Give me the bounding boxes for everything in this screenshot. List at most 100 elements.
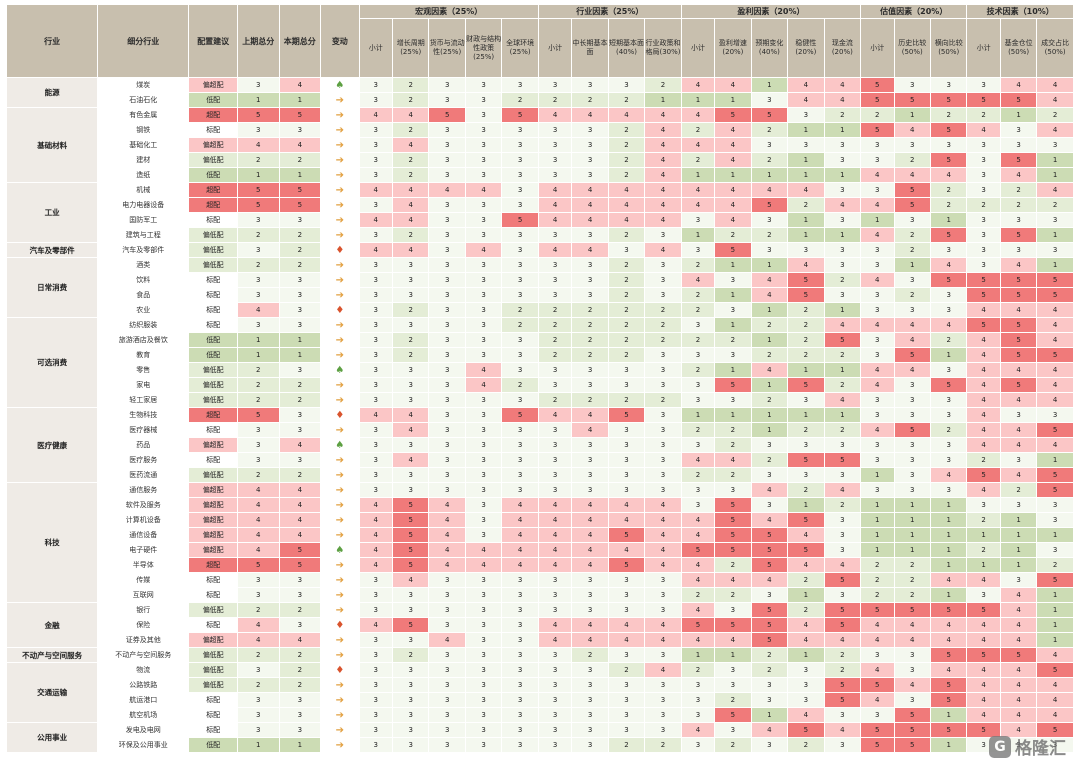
score-cell: 3 xyxy=(571,287,609,303)
score-cell: 5 xyxy=(391,527,430,543)
score-cell: 4 xyxy=(644,242,682,258)
score-cell: 1 xyxy=(929,512,968,528)
score-cell: 3 xyxy=(501,77,539,93)
sub-industry-cell: 基础化工 xyxy=(97,137,190,153)
prev-total-cell: 2 xyxy=(237,647,280,663)
score-cell: 3 xyxy=(501,707,539,723)
score-cell: 4 xyxy=(607,542,646,558)
table-row: 航运港口 标配 3 3 ➔ 3 3 3 3 3 3 3 3 3 3 2 3 3 5 4 3 5 4 4 4 xyxy=(7,692,1074,708)
score-cell: 3 xyxy=(391,737,430,753)
score-cell: 4 xyxy=(680,272,716,288)
score-cell: 5 xyxy=(929,92,968,108)
score-cell: 2 xyxy=(391,302,430,318)
score-cell: 2 xyxy=(680,362,716,378)
score-cell: 4 xyxy=(823,632,862,648)
prev-total-cell: 3 xyxy=(237,242,280,258)
score-cell: 3 xyxy=(607,677,646,693)
score-cell: 3 xyxy=(1036,242,1074,258)
prev-total-cell: 4 xyxy=(237,632,280,648)
prev-total-cell: 3 xyxy=(237,77,280,93)
score-cell: 2 xyxy=(607,392,646,408)
score-cell: 5 xyxy=(1036,662,1074,678)
score-cell: 5 xyxy=(787,512,825,528)
curr-total-cell: 3 xyxy=(278,707,322,723)
score-cell: 5 xyxy=(823,452,862,468)
score-cell: 2 xyxy=(680,287,716,303)
score-cell: 3 xyxy=(966,77,1001,93)
recommendation-cell: 偏低配 xyxy=(188,392,238,408)
score-cell: 4 xyxy=(823,482,862,498)
sub-industry-cell: 食品 xyxy=(97,287,190,303)
score-cell: 4 xyxy=(714,632,752,648)
score-cell: 3 xyxy=(428,137,466,153)
score-cell: 2 xyxy=(750,452,789,468)
score-cell: 3 xyxy=(607,437,646,453)
recommendation-cell: 偏超配 xyxy=(188,137,238,153)
score-cell: 3 xyxy=(501,242,539,258)
score-cell: 4 xyxy=(1036,692,1074,708)
table-row: 航空机场 标配 3 3 ➔ 3 3 3 3 3 3 3 3 3 3 5 1 4 3 3 5 1 4 4 4 xyxy=(7,707,1074,723)
sub-industry-cell: 饮料 xyxy=(97,272,190,288)
score-cell: 3 xyxy=(464,497,503,513)
score-cell: 3 xyxy=(391,692,430,708)
score-cell: 2 xyxy=(823,107,862,123)
score-cell: 4 xyxy=(966,692,1001,708)
arrow-right-icon: ➔ xyxy=(320,227,360,243)
sub-industry-cell: 电力电器设备 xyxy=(97,197,190,213)
score-cell: 3 xyxy=(823,737,862,753)
score-cell: 3 xyxy=(571,227,609,243)
score-cell: 4 xyxy=(358,557,393,573)
score-cell: 5 xyxy=(823,572,862,588)
score-cell: 1 xyxy=(714,407,752,423)
score-cell: 1 xyxy=(750,422,789,438)
score-cell: 2 xyxy=(391,152,430,168)
recommendation-cell: 标配 xyxy=(188,272,238,288)
score-cell: 3 xyxy=(1036,497,1074,513)
recommendation-cell: 超配 xyxy=(188,407,238,423)
score-cell: 4 xyxy=(999,167,1038,183)
score-cell: 4 xyxy=(823,92,862,108)
score-cell: 2 xyxy=(999,197,1038,213)
score-cell: 3 xyxy=(464,257,503,273)
score-cell: 3 xyxy=(358,152,393,168)
score-cell: 1 xyxy=(750,257,789,273)
score-cell: 4 xyxy=(823,197,862,213)
score-cell: 3 xyxy=(823,152,862,168)
score-cell: 1 xyxy=(823,362,862,378)
score-cell: 4 xyxy=(860,692,895,708)
score-cell: 4 xyxy=(787,527,825,543)
score-cell: 5 xyxy=(929,377,968,393)
score-cell: 4 xyxy=(893,632,931,648)
score-cell: 3 xyxy=(391,317,430,333)
score-cell: 1 xyxy=(714,317,752,333)
score-cell: 4 xyxy=(750,287,789,303)
header-group-1: 行业因素（25%） xyxy=(537,4,682,19)
sub-industry-cell: 通信服务 xyxy=(97,482,190,498)
score-cell: 5 xyxy=(893,182,931,198)
score-cell: 3 xyxy=(680,677,716,693)
arrow-up-icon: ♠ xyxy=(320,362,360,378)
score-cell: 3 xyxy=(929,392,968,408)
curr-total-cell: 3 xyxy=(278,452,322,468)
score-cell: 3 xyxy=(893,392,931,408)
score-cell: 2 xyxy=(714,437,752,453)
arrow-right-icon: ➔ xyxy=(320,287,360,303)
arrow-right-icon: ➔ xyxy=(320,497,360,513)
header-recommendation: 配置建议 xyxy=(188,4,238,78)
score-cell: 2 xyxy=(571,347,609,363)
score-cell: 4 xyxy=(966,437,1001,453)
score-cell: 5 xyxy=(893,197,931,213)
score-cell: 5 xyxy=(860,722,895,738)
score-cell: 3 xyxy=(428,152,466,168)
score-cell: 2 xyxy=(607,317,646,333)
score-cell: 3 xyxy=(464,77,503,93)
score-cell: 3 xyxy=(823,587,862,603)
score-cell: 2 xyxy=(537,347,573,363)
arrow-right-icon: ➔ xyxy=(320,392,360,408)
score-cell: 3 xyxy=(358,167,393,183)
score-cell: 2 xyxy=(571,647,609,663)
score-cell: 4 xyxy=(966,377,1001,393)
score-cell: 5 xyxy=(966,272,1001,288)
score-cell: 1 xyxy=(787,362,825,378)
score-cell: 3 xyxy=(644,377,682,393)
